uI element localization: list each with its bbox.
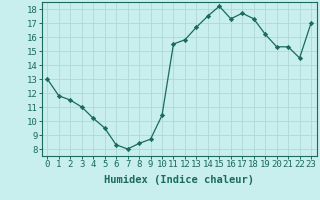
X-axis label: Humidex (Indice chaleur): Humidex (Indice chaleur) bbox=[104, 175, 254, 185]
